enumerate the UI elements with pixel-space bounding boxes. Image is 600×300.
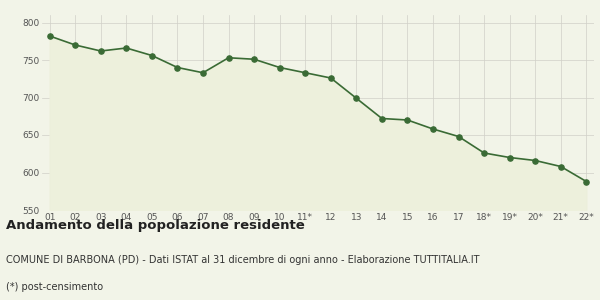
Point: [45, 34, 55, 38]
Point: [530, 158, 540, 163]
Point: [428, 127, 438, 131]
Point: [147, 53, 157, 58]
Point: [479, 151, 489, 155]
Point: [275, 65, 284, 70]
Point: [454, 134, 463, 139]
Point: [96, 49, 106, 53]
Point: [122, 46, 131, 50]
Text: Andamento della popolazione residente: Andamento della popolazione residente: [6, 219, 305, 232]
Text: (*) post-censimento: (*) post-censimento: [6, 282, 103, 292]
Point: [301, 70, 310, 75]
Point: [352, 96, 361, 100]
Point: [70, 43, 80, 47]
Point: [326, 76, 335, 80]
Point: [173, 65, 182, 70]
Point: [224, 55, 233, 60]
Point: [198, 70, 208, 75]
Point: [250, 57, 259, 62]
Point: [581, 179, 591, 184]
Text: COMUNE DI BARBONA (PD) - Dati ISTAT al 31 dicembre di ogni anno - Elaborazione T: COMUNE DI BARBONA (PD) - Dati ISTAT al 3…: [6, 255, 479, 265]
Point: [403, 118, 412, 122]
Point: [556, 164, 566, 169]
Point: [377, 116, 386, 121]
Point: [505, 155, 514, 160]
